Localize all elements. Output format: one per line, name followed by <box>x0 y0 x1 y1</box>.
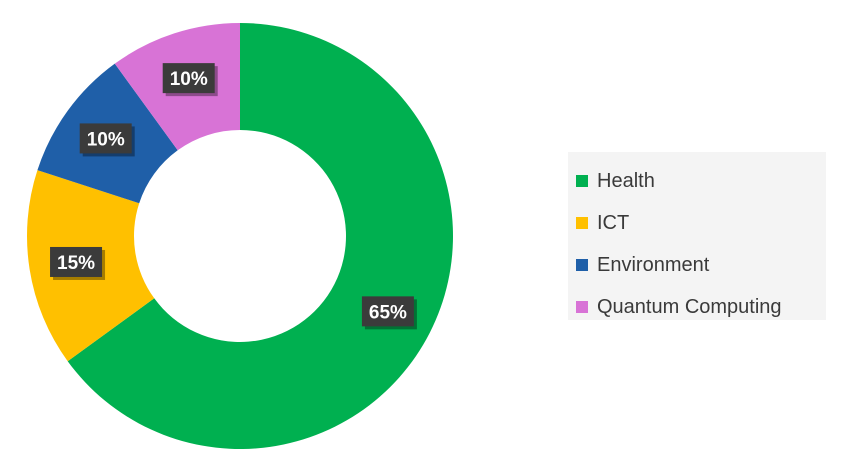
legend-label-health: Health <box>597 169 655 192</box>
data-labels: 65% 15% 10% 10% <box>50 63 417 330</box>
slice-health[interactable] <box>67 23 453 449</box>
data-label-text-ict: 15% <box>57 253 95 274</box>
data-label-ict: 15% <box>50 246 106 280</box>
legend-swatch-health <box>576 175 588 187</box>
data-label-quantum-computing: 10% <box>162 63 218 97</box>
legend-swatch-environment <box>576 259 588 271</box>
legend-item-ict[interactable]: ICT <box>576 202 826 244</box>
legend-swatch-ict <box>576 217 588 229</box>
data-label-text-health: 65% <box>369 302 407 323</box>
legend-label-ict: ICT <box>597 211 630 234</box>
legend-item-environment[interactable]: Environment <box>576 244 826 286</box>
legend-item-quantum-computing[interactable]: Quantum Computing <box>576 286 826 328</box>
legend-item-health[interactable]: Health <box>576 160 826 202</box>
donut-slices <box>27 22 453 449</box>
data-label-environment: 10% <box>79 123 135 157</box>
chart-legend: Health ICT Environment Quantum Computing <box>568 152 826 320</box>
data-label-health: 65% <box>361 296 417 330</box>
legend-label-environment: Environment <box>597 253 710 276</box>
legend-label-quantum-computing: Quantum Computing <box>597 295 782 318</box>
legend-swatch-quantum-computing <box>576 301 588 313</box>
data-label-text-environment: 10% <box>87 129 125 150</box>
data-label-text-quantum-computing: 10% <box>170 69 208 90</box>
